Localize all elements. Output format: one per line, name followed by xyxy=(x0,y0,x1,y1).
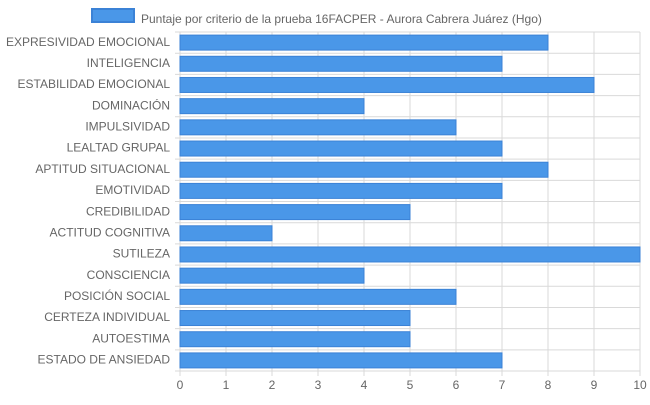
bar-inteligencia xyxy=(179,55,503,72)
category-label: SUTILEZA xyxy=(113,247,170,261)
bar-posici-n-social xyxy=(179,288,457,305)
bar-estado-de-ansiedad xyxy=(179,352,503,369)
x-tick-label: 7 xyxy=(499,378,506,392)
x-tick-label: 4 xyxy=(361,378,368,392)
category-label: DOMINACIÓN xyxy=(92,97,170,112)
x-tick-label: 5 xyxy=(407,378,414,392)
legend-label: Puntaje por criterio de la prueba 16FACP… xyxy=(141,12,542,26)
category-label: INTELIGENCIA xyxy=(87,56,170,70)
category-label: CONSCIENCIA xyxy=(87,268,170,282)
bar-emotividad xyxy=(179,182,503,199)
x-tick-label: 3 xyxy=(315,378,322,392)
bar-certeza-individual xyxy=(179,310,411,327)
category-label: CREDIBILIDAD xyxy=(86,204,170,218)
bar-sutileza xyxy=(179,246,641,263)
category-label: IMPULSIVIDAD xyxy=(85,120,170,134)
category-label: POSICIÓN SOCIAL xyxy=(64,288,170,303)
x-tick-label: 2 xyxy=(269,378,276,392)
bar-impulsividad xyxy=(179,119,457,136)
category-label: EMOTIVIDAD xyxy=(95,183,170,197)
category-label: CERTEZA INDIVIDUAL xyxy=(44,310,170,324)
category-label: AUTOESTIMA xyxy=(92,331,170,345)
x-tick-label: 0 xyxy=(177,378,184,392)
bar-credibilidad xyxy=(179,204,411,221)
x-tick-label: 6 xyxy=(453,378,460,392)
bar-expresividad-emocional xyxy=(179,34,549,51)
x-axis-ticks: 0 1 2 3 4 5 6 7 8 9 10 xyxy=(177,378,647,392)
bars xyxy=(179,34,641,369)
x-tick-label: 8 xyxy=(545,378,552,392)
bar-dominaci-n xyxy=(179,98,365,115)
legend-swatch xyxy=(91,8,135,23)
bar-consciencia xyxy=(179,267,365,284)
bar-actitud-cognitiva xyxy=(179,225,273,242)
category-label: APTITUD SITUACIONAL xyxy=(35,162,170,176)
category-labels: EXPRESIVIDAD EMOCIONAL INTELIGENCIA ESTABI… xyxy=(6,35,170,367)
bar-estabilidad-emocional xyxy=(179,76,595,93)
category-label: ESTADO DE ANSIEDAD xyxy=(38,353,171,367)
bar-aptitud-situacional xyxy=(179,161,549,178)
legend[interactable]: Puntaje por criterio de la prueba 16FACP… xyxy=(91,8,542,26)
x-tick-label: 9 xyxy=(591,378,598,392)
category-label: ACTITUD COGNITIVA xyxy=(50,225,170,239)
bar-autoestima xyxy=(179,331,411,348)
category-label: ESTABILIDAD EMOCIONAL xyxy=(18,77,171,91)
category-label: LEALTAD GRUPAL xyxy=(67,141,171,155)
bar-lealtad-grupal xyxy=(179,140,503,157)
x-tick-label: 1 xyxy=(223,378,230,392)
x-tick-label: 10 xyxy=(633,378,647,392)
category-label: EXPRESIVIDAD EMOCIONAL xyxy=(6,35,170,49)
